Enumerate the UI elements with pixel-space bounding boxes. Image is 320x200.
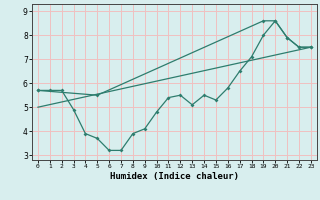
X-axis label: Humidex (Indice chaleur): Humidex (Indice chaleur) <box>110 172 239 181</box>
